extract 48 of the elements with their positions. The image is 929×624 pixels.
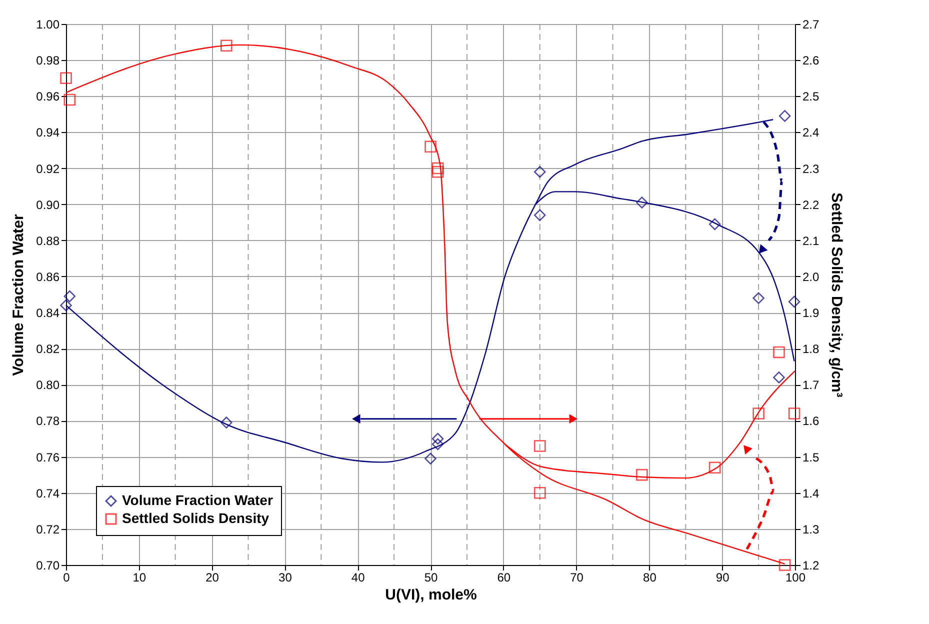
x-tick-label: 20	[206, 570, 220, 584]
x-tick-label: 40	[351, 570, 366, 584]
y-tick-label: 0.78	[36, 414, 60, 428]
y-axis-title: Volume Fraction Water	[10, 214, 28, 376]
y2-tick-label: 2.7	[802, 18, 820, 32]
y-tick-label: 1.00	[36, 18, 60, 32]
x-tick-label: 50	[424, 570, 438, 584]
y-tick-label: 0.86	[36, 270, 60, 284]
y-tick-label: 0.72	[36, 522, 60, 536]
y2-tick-label: 2.6	[802, 54, 820, 68]
y-tick-label: 0.88	[36, 234, 60, 248]
y-tick-label: 0.90	[36, 198, 60, 212]
y2-tick-label: 1.7	[802, 378, 820, 392]
y-tick-label: 0.96	[36, 90, 60, 104]
y-tick-label: 0.76	[36, 450, 60, 464]
y2-tick-label: 2.3	[802, 162, 820, 176]
x-tick-label: 10	[132, 570, 146, 584]
y2-tick-label: 1.9	[802, 306, 820, 320]
x-axis-title: U(VI), mole%	[385, 586, 477, 604]
y-tick-label: 0.70	[36, 558, 60, 572]
y2-tick-label: 2.0	[802, 270, 820, 284]
y-tick-label: 0.82	[36, 342, 60, 356]
y-tick-label: 0.92	[36, 162, 60, 176]
y2-tick-label: 1.5	[802, 450, 820, 464]
y-tick-label: 0.98	[36, 54, 60, 68]
y2-tick-label: 1.3	[802, 522, 820, 536]
x-tick-label: 0	[63, 570, 70, 584]
legend-label: Settled Solids Density	[122, 510, 270, 526]
y2-tick-label: 1.4	[802, 486, 820, 500]
x-tick-label: 90	[716, 570, 730, 584]
x-tick-label: 60	[497, 570, 511, 584]
x-tick-label: 100	[785, 570, 806, 584]
y2-tick-label: 2.2	[802, 198, 820, 212]
y2-axis-title: Settled Solids Density, g/cm³	[828, 192, 846, 398]
x-tick-label: 80	[643, 570, 657, 584]
y-tick-label: 0.94	[36, 126, 60, 140]
x-tick-label: 30	[278, 570, 292, 584]
x-tick-label: 70	[570, 570, 584, 584]
y-tick-label: 0.84	[36, 306, 60, 320]
y2-tick-label: 1.2	[802, 558, 820, 572]
y-tick-label: 0.74	[36, 486, 60, 500]
y-tick-label: 0.80	[36, 378, 60, 392]
y2-tick-label: 2.4	[802, 126, 820, 140]
y2-tick-label: 1.6	[802, 414, 820, 428]
legend-label: Volume Fraction Water	[122, 492, 274, 508]
y2-tick-label: 2.5	[802, 90, 820, 104]
y2-tick-label: 2.1	[802, 234, 820, 248]
y2-tick-label: 1.8	[802, 342, 820, 356]
